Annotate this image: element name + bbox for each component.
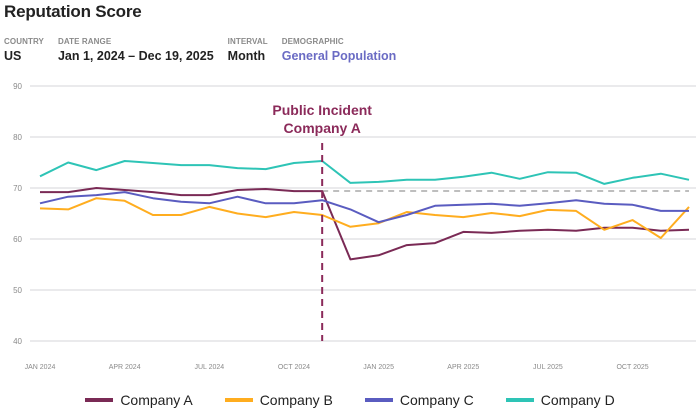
- filter-country[interactable]: COUNTRY US: [4, 37, 44, 63]
- series-line-company-d: [39, 160, 690, 185]
- x-tick-label: JAN 2024: [25, 364, 56, 371]
- chart-legend: Company A Company B Company C Company D: [0, 392, 700, 408]
- x-tick-label: OCT 2024: [278, 364, 310, 371]
- series-line-company-a: [40, 187, 690, 261]
- y-tick-label: 60: [13, 235, 22, 244]
- filter-country-label: COUNTRY: [4, 37, 44, 46]
- series-line-company-c: [39, 191, 689, 224]
- incident-annotation-label: Company A: [284, 120, 361, 136]
- y-tick-label: 80: [13, 133, 22, 142]
- filter-interval[interactable]: INTERVAL Month: [228, 37, 268, 63]
- filter-demographic-label: DEMOGRAPHIC: [281, 37, 344, 46]
- filter-date-range-label: DATE RANGE: [57, 37, 112, 46]
- x-tick-label: JAN 2025: [363, 364, 394, 371]
- filter-interval-value: Month: [227, 49, 266, 63]
- filter-demographic[interactable]: DEMOGRAPHIC General Population: [282, 37, 397, 63]
- x-tick-label: JUL 2025: [533, 364, 563, 371]
- filter-country-value: US: [4, 49, 22, 63]
- filter-date-range-value: Jan 1, 2024 – Dec 19, 2025: [57, 49, 214, 63]
- filter-bar: COUNTRY US DATE RANGE Jan 1, 2024 – Dec …: [4, 37, 410, 63]
- legend-label-company-b: Company B: [259, 392, 333, 408]
- incident-annotation-label: Public Incident: [272, 102, 372, 118]
- y-tick-label: 50: [13, 286, 22, 295]
- y-tick-label: 70: [13, 184, 22, 193]
- filter-interval-label: INTERVAL: [227, 37, 268, 46]
- legend-swatch-company-a: [85, 398, 114, 402]
- x-tick-label: OCT 2025: [616, 364, 648, 371]
- page-title: Reputation Score: [4, 2, 142, 21]
- legend-label-company-d: Company D: [540, 392, 615, 408]
- legend-label-company-c: Company C: [399, 392, 474, 408]
- x-tick-label: APR 2025: [447, 364, 479, 371]
- series-line-company-b: [39, 197, 690, 239]
- y-tick-label: 40: [13, 337, 22, 346]
- legend-item-company-a[interactable]: Company A: [85, 392, 193, 408]
- x-tick-label: APR 2024: [109, 364, 141, 371]
- line-chart: 40 50 60 70 80 90 JAN 2024 APR 2024 JUL 2024 OCT …: [13, 82, 696, 371]
- y-tick-label: 90: [13, 82, 22, 91]
- legend-item-company-d[interactable]: Company D: [505, 392, 615, 408]
- filter-date-range[interactable]: DATE RANGE Jan 1, 2024 – Dec 19, 2025: [58, 37, 214, 63]
- filter-demographic-value[interactable]: General Population: [281, 49, 397, 63]
- legend-label-company-a: Company A: [120, 392, 193, 408]
- legend-swatch-company-b: [224, 398, 253, 402]
- legend-item-company-b[interactable]: Company B: [224, 392, 333, 408]
- x-tick-label: JUL 2024: [194, 364, 224, 371]
- legend-item-company-c[interactable]: Company C: [364, 392, 474, 408]
- legend-swatch-company-c: [364, 398, 393, 402]
- legend-swatch-company-d: [505, 398, 534, 402]
